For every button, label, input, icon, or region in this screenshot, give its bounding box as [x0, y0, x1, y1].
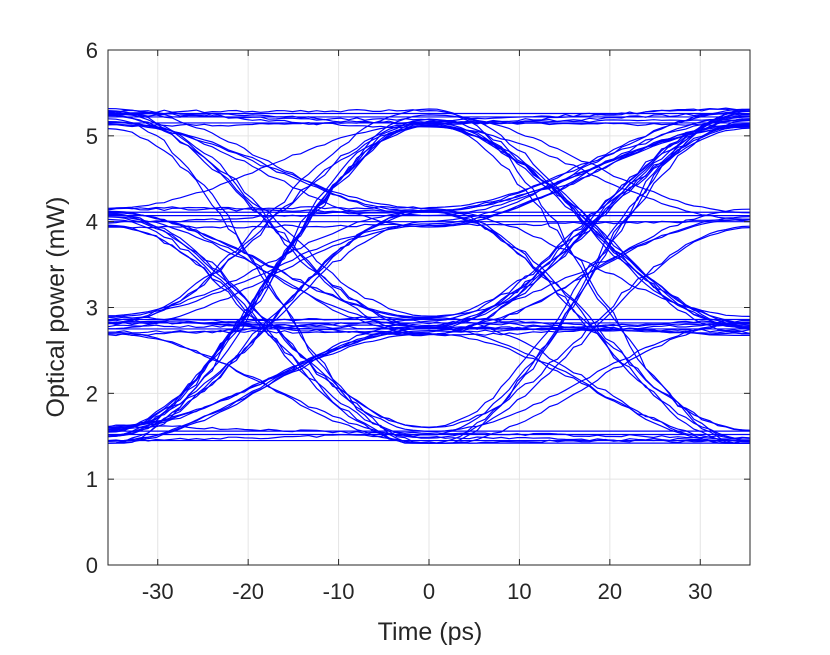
y-tick-label: 6: [86, 38, 98, 63]
eye-trace: [107, 319, 751, 334]
x-tick-label: 0: [423, 579, 435, 604]
eye-trace: [107, 218, 750, 444]
eye-trace: [107, 123, 751, 330]
eye-trace: [107, 118, 751, 442]
eye-trace: [107, 225, 751, 439]
eye-trace: [107, 114, 751, 337]
eye-traces: [107, 107, 751, 444]
eye-trace: [107, 125, 751, 444]
x-axis-title: Time (ps): [378, 618, 483, 646]
eye-trace: [107, 331, 751, 444]
eye-trace: [107, 126, 751, 430]
y-axis-title: Optical power (mW): [42, 197, 70, 418]
x-tick-label: -30: [142, 579, 174, 604]
eye-trace: [107, 110, 751, 317]
eye-trace: [107, 424, 751, 440]
x-tick-label: -10: [323, 579, 355, 604]
eye-trace: [107, 121, 751, 431]
y-tick-label: 3: [86, 296, 98, 321]
x-tick-label: -20: [232, 579, 264, 604]
eye-trace: [107, 123, 751, 432]
eye-trace: [107, 108, 750, 444]
y-tick-label: 0: [86, 553, 98, 578]
eye-trace: [107, 320, 751, 330]
x-tick-label: 30: [688, 579, 712, 604]
eye-trace: [107, 213, 751, 429]
eye-trace: [107, 125, 751, 329]
eye-trace: [107, 107, 751, 438]
y-tick-label: 4: [86, 210, 98, 235]
eye-trace: [107, 118, 751, 335]
tick-labels: -30 -20 -10 0 10 20 30 0 1 2 3 4 5 6: [86, 38, 713, 604]
y-tick-label: 5: [86, 124, 98, 149]
eye-trace: [107, 320, 751, 442]
y-tick-label: 1: [86, 467, 98, 492]
eye-trace: [107, 115, 751, 228]
x-tick-label: 10: [507, 579, 531, 604]
eye-trace: [107, 125, 751, 318]
y-tick-label: 2: [86, 381, 98, 406]
eye-trace: [107, 108, 751, 327]
axes: [107, 49, 751, 566]
x-tick-label: 20: [598, 579, 622, 604]
